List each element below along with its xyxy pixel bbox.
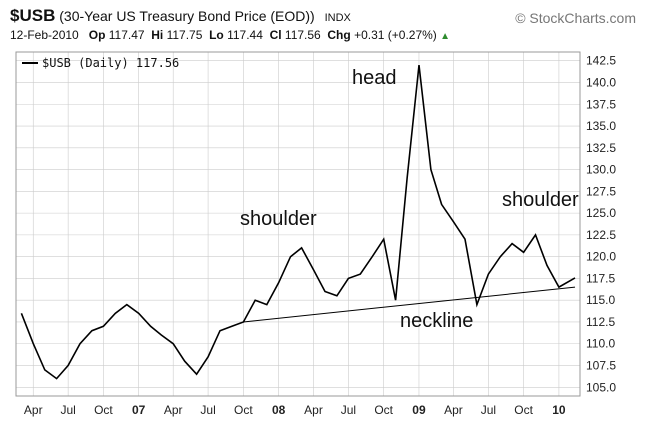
y-tick-label-4: 132.5	[586, 141, 616, 155]
change-label: Chg	[327, 28, 351, 42]
y-axis-ticks: 142.5 140.0 137.5 135.0 132.5 130.0 127.5 125.0…	[586, 54, 616, 395]
chart-legend: $USB (Daily) 117.56	[22, 56, 179, 70]
y-tick-label-2: 137.5	[586, 97, 616, 111]
x-tick-label-7: 08	[272, 403, 286, 417]
open-value: 117.47	[108, 28, 145, 42]
chart-grid	[16, 52, 580, 396]
legend-text: $USB (Daily) 117.56	[42, 56, 179, 70]
x-axis-ticks: Apr Jul Oct 07 Apr Jul Oct 08 Apr Jul Oct 09 Apr Jul O…	[24, 403, 566, 417]
y-tick-label-14: 107.5	[586, 359, 616, 373]
y-tick-label-9: 120.0	[586, 250, 616, 264]
exchange-label: INDX	[324, 12, 351, 24]
y-tick-label-0: 142.5	[586, 54, 616, 68]
price-series-line	[20, 65, 576, 380]
y-tick-label-13: 110.0	[586, 337, 615, 351]
change-value: +0.31 (+0.27%)	[354, 28, 437, 42]
y-tick-label-1: 140.0	[586, 75, 616, 89]
high-value: 117.75	[166, 28, 203, 42]
annotation-neckline: neckline	[400, 310, 473, 332]
plot-frame	[15, 51, 581, 397]
y-tick-label-6: 127.5	[586, 184, 616, 198]
annotation-right-shoulder: shoulder	[502, 189, 579, 211]
x-tick-label-14: Oct	[514, 403, 533, 417]
y-tick-label-5: 130.0	[586, 163, 616, 177]
y-tick-label-7: 125.0	[586, 206, 616, 220]
quote-date: 12-Feb-2010	[10, 28, 79, 42]
y-tick-label-11: 115.0	[586, 293, 615, 307]
y-tick-label-15: 105.0	[586, 380, 616, 394]
x-tick-label-6: Oct	[234, 403, 253, 417]
symbol-description: (30-Year US Treasury Bond Price (EOD))	[59, 8, 315, 24]
x-tick-label-0: Apr	[24, 403, 43, 417]
x-tick-label-2: Oct	[94, 403, 113, 417]
x-tick-label-12: Apr	[444, 403, 463, 417]
low-label: Lo	[209, 28, 224, 42]
x-tick-label-10: Oct	[374, 403, 393, 417]
y-tick-label-12: 112.5	[586, 315, 615, 329]
annotation-head: head	[352, 67, 397, 89]
x-tick-label-5: Jul	[200, 403, 215, 417]
x-tick-label-13: Jul	[481, 403, 496, 417]
high-label: Hi	[151, 28, 164, 42]
annotation-left-shoulder: shoulder	[240, 208, 317, 230]
x-tick-label-1: Jul	[60, 403, 75, 417]
x-tick-label-8: Apr	[304, 403, 323, 417]
up-arrow-icon: ▲	[440, 31, 451, 42]
quote-line: 12-Feb-2010 Op 117.47 Hi 117.75 Lo 117.4…	[10, 28, 450, 42]
y-tick-label-8: 122.5	[586, 228, 616, 242]
low-value: 117.44	[227, 28, 263, 42]
y-tick-label-10: 117.5	[586, 271, 615, 285]
x-tick-label-4: Apr	[164, 403, 183, 417]
neckline-line	[243, 286, 576, 323]
close-label: Cl	[269, 28, 282, 42]
y-tick-label-3: 135.0	[586, 119, 616, 133]
x-tick-label-15: 10	[552, 403, 566, 417]
x-tick-label-11: 09	[412, 403, 426, 417]
symbol-label: $USB	[10, 6, 56, 25]
brand-logo[interactable]: © StockCharts.com	[515, 10, 636, 26]
x-tick-label-9: Jul	[341, 403, 356, 417]
x-tick-label-3: 07	[132, 403, 146, 417]
open-label: Op	[88, 28, 106, 42]
chart-header-title: $USB (30-Year US Treasury Bond Price (EO…	[10, 6, 351, 26]
close-value: 117.56	[284, 28, 321, 42]
